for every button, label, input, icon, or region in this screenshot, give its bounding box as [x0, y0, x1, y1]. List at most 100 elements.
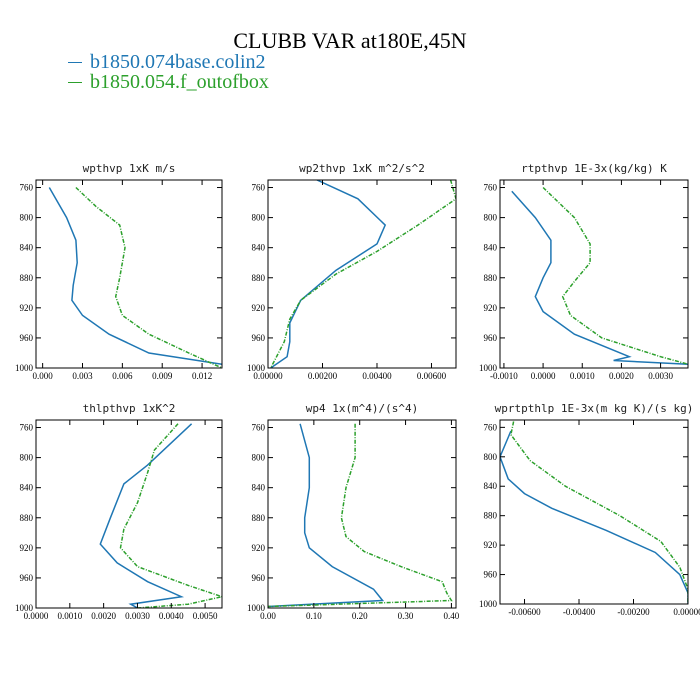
x-tick-label: -0.00600: [508, 607, 541, 617]
panel-title: wp2thvp 1xK m^2/s^2: [299, 162, 425, 175]
y-tick-label: 840: [484, 243, 498, 253]
y-tick-label: 880: [484, 273, 498, 283]
legend-label-1: b1850.074base.colin2: [90, 51, 266, 73]
legend-label-2: b1850.054.f_outofbox: [90, 71, 269, 93]
x-tick-label: 0.00600: [417, 371, 447, 381]
x-tick-label: 0.0040: [159, 611, 184, 621]
panel-1: wpthvp 1xK m/s76080084088092096010000.00…: [15, 162, 223, 381]
y-tick-label: 920: [484, 303, 498, 313]
panel-2: wp2thvp 1xK m^2/s^2 760 800 840 880 920 960 100…: [247, 162, 457, 381]
x-tick-label: -0.00200: [617, 607, 650, 617]
axes-frame: [267, 179, 457, 369]
y-tick-label: 1000: [247, 363, 266, 373]
panel-3: rtpthvp 1E-3x(kg/kg) K 760 800 840 880 920 960…: [479, 162, 689, 381]
y-tick-label: 1000: [479, 363, 498, 373]
y-tick-label: 800: [484, 213, 498, 223]
x-tick-label: 0.0010: [570, 371, 595, 381]
x-tick-label: 0.0030: [125, 611, 150, 621]
x-tick-label: 0.00200: [308, 371, 338, 381]
x-tick-label: 0.00000: [673, 607, 700, 617]
panel-title: wprtpthlp 1E-3x(m kg K)/(s kg): [495, 402, 694, 415]
y-tick-label: 840: [252, 483, 266, 493]
x-tick-label: 0.000: [33, 371, 54, 381]
axes-frame: [35, 179, 223, 369]
panel-title: wp4 1x(m^4)/(s^4): [306, 402, 419, 415]
series-line-1: [500, 430, 688, 604]
y-tick-label: 920: [20, 543, 34, 553]
y-tick-label: 800: [20, 213, 34, 223]
x-tick-label: 0.0050: [193, 611, 218, 621]
x-tick-label: 0.009: [152, 371, 173, 381]
x-tick-label: 0.40: [444, 611, 460, 621]
figure-title: CLUBB VAR at180E,45N: [233, 28, 467, 53]
panel-6: wprtpthlp 1E-3x(m kg K)/(s kg) 760 800 840 8…: [479, 402, 700, 617]
x-tick-label: 0.0030: [648, 371, 673, 381]
y-tick-label: 920: [252, 543, 266, 553]
y-tick-label: 1000: [247, 603, 266, 613]
y-tick-label: 880: [20, 273, 34, 283]
series-line-2: [510, 421, 688, 604]
series-line-1: [511, 190, 688, 365]
y-tick-label: 760: [20, 423, 34, 433]
legend: b1850.074base.colin2 b1850.054.f_outofbo…: [68, 52, 269, 92]
x-tick-label: 0.0000: [24, 611, 49, 621]
x-tick-label: 0.0020: [91, 611, 116, 621]
x-tick-label: 0.006: [112, 371, 133, 381]
series-line-2: [268, 423, 453, 608]
y-tick-label: 1000: [15, 363, 34, 373]
series-line-1: [270, 180, 387, 368]
panel-5: wp4 1x(m^4)/(s^4)76080084088092096010000…: [247, 402, 460, 621]
panel-title: thlpthvp 1xK^2: [83, 402, 176, 415]
y-tick-label: 840: [252, 243, 266, 253]
x-tick-label: 0.0010: [57, 611, 82, 621]
axes-frame: [267, 419, 457, 609]
series-line-2: [119, 423, 222, 608]
x-tick-label: 0.00000: [253, 371, 283, 381]
x-tick-label: 0.00: [260, 611, 276, 621]
y-tick-label: 840: [484, 481, 498, 491]
y-tick-label: 920: [252, 303, 266, 313]
legend-swatch-2: [68, 81, 82, 83]
y-tick-label: 1000: [15, 603, 34, 613]
y-tick-label: 760: [484, 422, 498, 432]
y-tick-label: 880: [20, 513, 34, 523]
x-tick-label: 0.00400: [362, 371, 392, 381]
x-tick-label: 0.012: [192, 371, 212, 381]
series-line-1: [48, 187, 222, 365]
y-tick-label: 760: [252, 423, 266, 433]
y-tick-label: 960: [252, 333, 266, 343]
axes-frame: [35, 419, 223, 609]
series-line-2: [75, 186, 222, 368]
y-tick-label: 960: [20, 573, 34, 583]
y-tick-label: 920: [484, 540, 498, 550]
x-tick-label: -0.0010: [490, 371, 518, 381]
x-tick-label: -0.00400: [563, 607, 596, 617]
y-tick-label: 920: [20, 303, 34, 313]
y-tick-label: 760: [252, 183, 266, 193]
y-tick-label: 880: [252, 273, 266, 283]
y-tick-label: 800: [484, 452, 498, 462]
legend-item-1: b1850.074base.colin2: [68, 52, 269, 72]
y-tick-label: 840: [20, 243, 34, 253]
x-tick-label: 0.20: [352, 611, 368, 621]
y-tick-label: 800: [252, 453, 266, 463]
x-tick-label: 0.0020: [609, 371, 634, 381]
panel-title: rtpthvp 1E-3x(kg/kg) K: [521, 162, 667, 175]
y-tick-label: 960: [484, 333, 498, 343]
x-tick-label: 0.30: [398, 611, 414, 621]
y-tick-label: 960: [484, 570, 498, 580]
panel-title: wpthvp 1xK m/s: [83, 162, 176, 175]
y-tick-label: 800: [20, 453, 34, 463]
legend-swatch-1: [68, 61, 82, 63]
y-tick-label: 800: [252, 213, 266, 223]
y-tick-label: 1000: [479, 599, 498, 609]
series-line-1: [99, 423, 193, 608]
y-tick-label: 880: [252, 513, 266, 523]
axes-frame: [499, 179, 689, 369]
y-tick-label: 760: [20, 183, 34, 193]
y-tick-label: 840: [20, 483, 34, 493]
legend-item-2: b1850.054.f_outofbox: [68, 72, 269, 92]
x-tick-label: 0.10: [306, 611, 322, 621]
